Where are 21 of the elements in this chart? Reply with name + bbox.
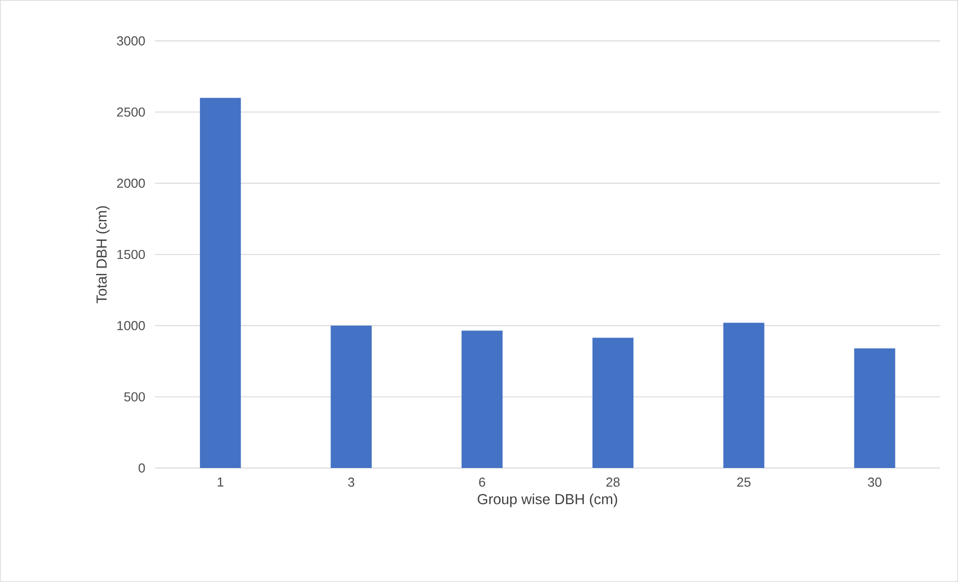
bar [200,98,241,468]
y-tick-label: 500 [124,392,145,402]
y-tick-label: 1500 [117,250,145,260]
y-tick-label: 0 [138,463,145,473]
x-axis-title: Group wise DBH (cm) [478,494,618,508]
y-tick-label: 1000 [117,321,145,330]
y-tick-label: 2500 [117,108,145,117]
x-tick-label: 25 [737,478,751,487]
x-tick-label: 6 [479,478,486,487]
bar [592,338,634,468]
bar [723,322,764,468]
bar [330,326,372,468]
y-tick-label: 2000 [117,178,145,188]
x-tick-label: 28 [606,478,620,487]
x-tick-label: 30 [868,478,882,487]
y-axis-title: Total DBH (cm) [96,206,110,304]
bar [854,348,896,468]
bar [462,330,503,468]
x-tick-label: 3 [348,478,354,487]
x-tick-label: 1 [218,478,224,487]
y-tick-label: 3000 [116,36,145,46]
